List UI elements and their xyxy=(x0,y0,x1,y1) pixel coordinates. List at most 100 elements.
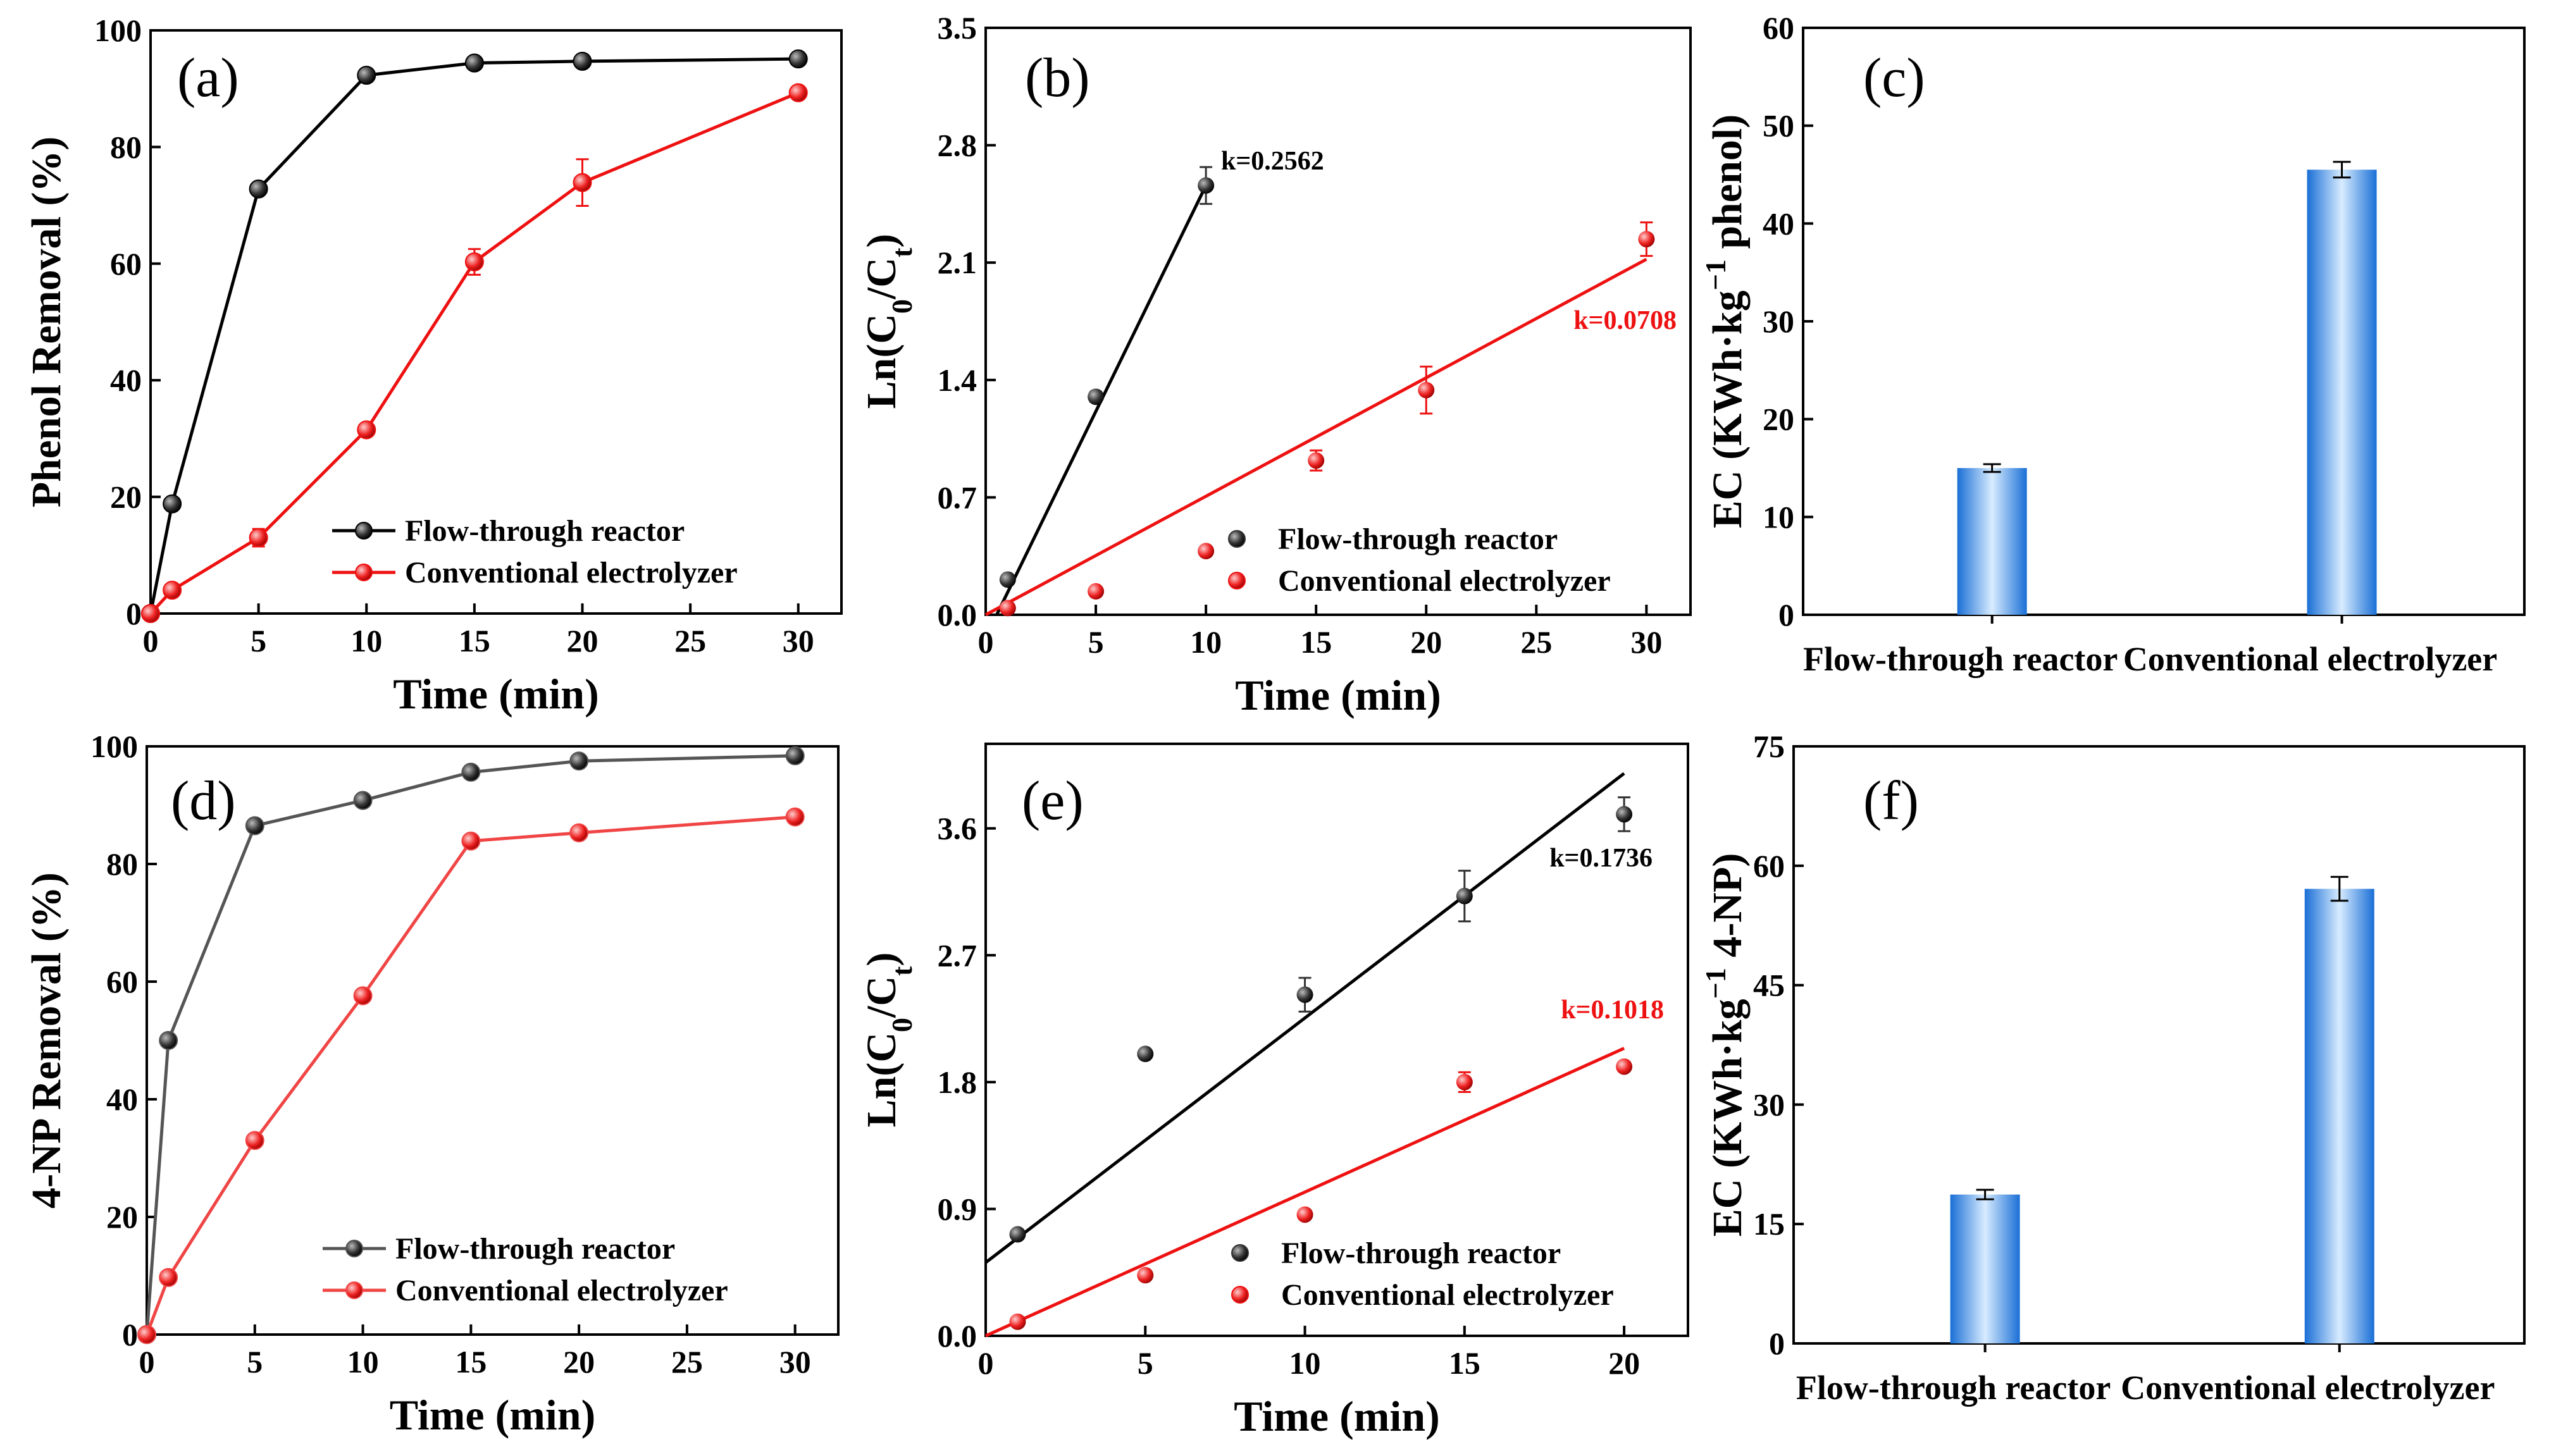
y-axis-label-part: −1 xyxy=(1699,968,1732,999)
data-point xyxy=(163,494,182,514)
y-axis-label-part: Ln(C xyxy=(859,1032,905,1127)
x-axis-label: Time (min) xyxy=(1235,671,1441,719)
plot-frame xyxy=(984,27,1692,616)
data-point xyxy=(245,1131,264,1151)
data-point xyxy=(573,51,592,71)
x-axis-label: Time (min) xyxy=(1234,1392,1440,1440)
y-tick-label: 2.8 xyxy=(938,128,977,163)
legend: Flow-through reactor Conventional electro… xyxy=(332,514,738,589)
x-tick-label: 10 xyxy=(1190,624,1222,660)
data-point xyxy=(1616,806,1633,823)
series-1 xyxy=(984,1047,1633,1338)
x-tick-label: 15 xyxy=(455,1344,487,1379)
legend-label: Conventional electrolyzer xyxy=(405,556,738,589)
x-tick-label: 0 xyxy=(978,624,994,660)
y-tick-label: 40 xyxy=(1763,206,1794,241)
data-point xyxy=(785,807,805,827)
series-1 xyxy=(137,807,805,1344)
series-1 xyxy=(141,83,808,623)
y-tick-label: 30 xyxy=(1763,304,1794,339)
x-tick-label: 10 xyxy=(1289,1345,1321,1381)
x-tick-label: 20 xyxy=(567,623,599,658)
panel-label: (d) xyxy=(171,770,236,832)
y-axis-label-part: /C xyxy=(859,976,905,1018)
y-axis-label-part: phenol) xyxy=(1704,114,1751,259)
bar xyxy=(1957,468,2027,615)
y-tick-label: 45 xyxy=(1753,968,1785,1003)
series-0 xyxy=(141,49,808,623)
plot-frame xyxy=(984,743,1689,1337)
panel-b-kinetics-chart: (b) 0.0 0.7 1.4 2.1 2.8 3.5 0 5 10 15 20 25 30 Time (m… xyxy=(859,10,1692,719)
plot-frame xyxy=(149,29,843,615)
y-tick-label: 3.5 xyxy=(938,10,977,46)
y-tick-label: 40 xyxy=(106,1082,138,1117)
category-label: Conventional electrolyzer xyxy=(2121,1369,2495,1407)
fit-line xyxy=(984,1047,1625,1338)
panel-label: (a) xyxy=(177,47,239,109)
data-point xyxy=(141,604,160,623)
y-axis-label: 4-NP Removal (%) xyxy=(23,872,70,1209)
plot-frame xyxy=(146,745,840,1336)
y-tick-label: 0.9 xyxy=(938,1191,977,1226)
x-tick-label: 0 xyxy=(978,1345,994,1381)
fit-line xyxy=(984,257,1647,617)
y-axis-label: EC (KWh·kg−1 4-NP) xyxy=(1699,853,1751,1237)
y-tick-label: 100 xyxy=(94,13,142,48)
y-axis-label: Ln(C0/Ct) xyxy=(859,953,918,1128)
series-0 xyxy=(995,166,1215,616)
data-point xyxy=(999,600,1016,617)
x-tick-label: 25 xyxy=(671,1344,703,1379)
data-point xyxy=(249,179,268,199)
y-tick-label: 20 xyxy=(1763,402,1794,437)
data-point xyxy=(461,762,481,782)
data-point xyxy=(353,986,373,1006)
x-tick-label: 0 xyxy=(139,1344,155,1379)
data-point xyxy=(1009,1313,1026,1330)
x-tick-label: 30 xyxy=(1630,624,1662,660)
data-point xyxy=(1616,1058,1633,1075)
rate-constant-label: k=0.0708 xyxy=(1573,306,1677,335)
category-label: Flow-through reactor xyxy=(1796,1369,2111,1407)
y-tick-label: 10 xyxy=(1763,499,1794,534)
legend-label: Flow-through reactor xyxy=(1281,1237,1561,1270)
y-tick-label: 3.6 xyxy=(938,811,977,846)
x-tick-label: 5 xyxy=(247,1344,263,1379)
x-tick-label: 5 xyxy=(1138,1345,1153,1381)
x-tick-label: 20 xyxy=(563,1344,595,1379)
panel-label: (e) xyxy=(1022,770,1084,832)
data-point xyxy=(785,746,805,765)
data-point xyxy=(569,751,589,771)
y-axis-label-part: 0 xyxy=(886,1018,918,1032)
panel-d-removal-chart: (d) 0 20 40 60 80 100 0 5 10 15 20 25 30 Time (min) 4-N… xyxy=(23,729,840,1439)
legend-label: Flow-through reactor xyxy=(405,514,685,548)
data-point xyxy=(1088,388,1105,405)
rate-constant-label: k=0.2562 xyxy=(1221,147,1324,176)
data-point xyxy=(1456,1073,1473,1090)
y-tick-label: 80 xyxy=(106,846,138,882)
y-tick-label: 0 xyxy=(126,596,142,631)
plot-frame xyxy=(1792,745,2526,1345)
y-axis-label-part: EC (KWh·kg xyxy=(1704,290,1751,528)
y-tick-label: 60 xyxy=(106,964,138,999)
y-axis-label: EC (KWh·kg−1 phenol) xyxy=(1699,114,1751,528)
x-tick-label: 25 xyxy=(1520,624,1552,660)
y-axis-label: Phenol Removal (%) xyxy=(23,137,70,508)
y-axis-label-part: Ln(C xyxy=(859,314,905,409)
y-tick-label: 60 xyxy=(110,246,142,281)
y-tick-label: 15 xyxy=(1753,1206,1785,1242)
data-point xyxy=(573,173,592,192)
data-point xyxy=(249,528,268,548)
data-point xyxy=(1137,1046,1154,1063)
data-point xyxy=(357,65,376,85)
legend-label: Conventional electrolyzer xyxy=(1278,564,1611,598)
bar xyxy=(2307,170,2377,615)
legend-marker xyxy=(1228,572,1246,589)
legend-marker xyxy=(1228,530,1246,548)
data-point xyxy=(464,53,484,73)
panel-a-removal-chart: (a) 0 20 40 60 80 100 0 5 10 15 20 25 30 Time (min) Phe… xyxy=(23,13,843,718)
data-point xyxy=(1198,177,1215,194)
y-tick-label: 2.1 xyxy=(938,245,977,280)
x-tick-label: 30 xyxy=(783,623,814,658)
y-tick-label: 2.7 xyxy=(938,937,977,973)
x-tick-label: 15 xyxy=(1449,1345,1480,1381)
